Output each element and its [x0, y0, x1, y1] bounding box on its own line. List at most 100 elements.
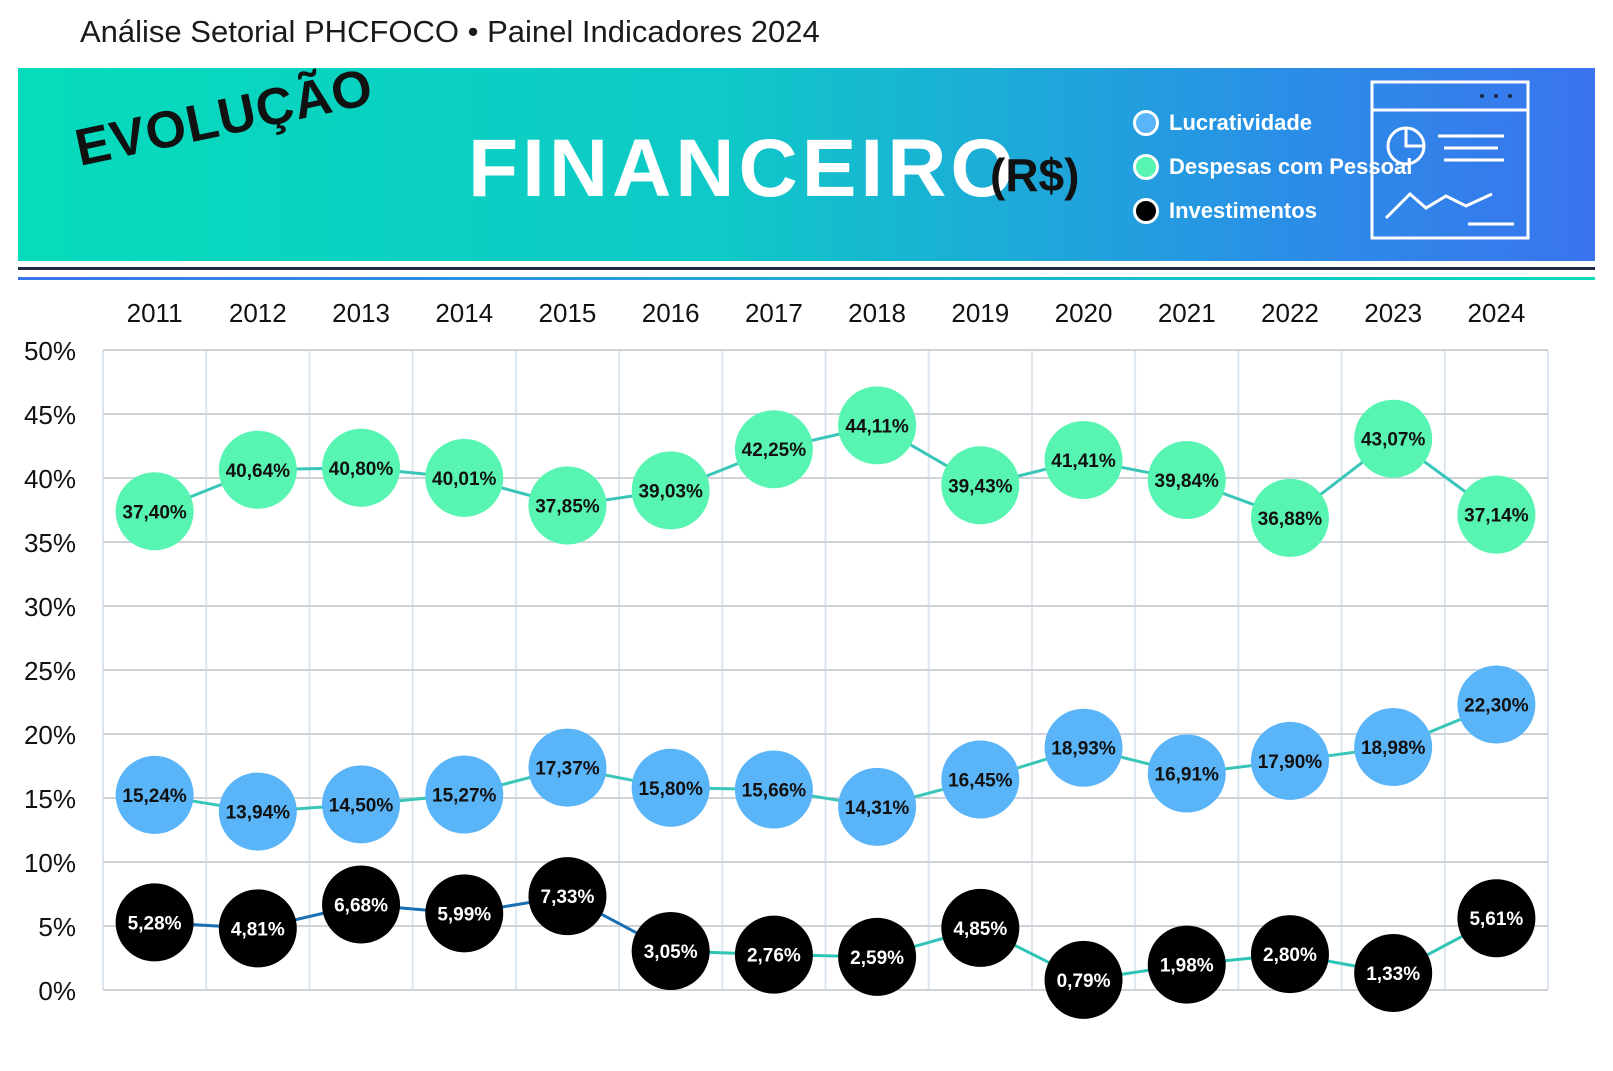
y-tick-label: 10% — [24, 848, 76, 878]
data-point-investimentos — [322, 865, 401, 944]
data-label-investimentos: 7,33% — [541, 887, 595, 908]
x-tick-label: 2014 — [435, 298, 493, 328]
data-point-investimentos — [1354, 933, 1433, 1012]
data-label-despesas: 37,85% — [535, 497, 600, 518]
y-tick-label: 30% — [24, 592, 76, 622]
data-point-lucratividade — [941, 740, 1020, 819]
x-tick-label: 2022 — [1261, 298, 1319, 328]
data-label-lucratividade: 18,98% — [1361, 738, 1426, 759]
data-point-despesas — [1354, 399, 1433, 478]
legend-item-lucratividade: Lucratividade — [1133, 108, 1312, 138]
data-point-investimentos — [1147, 925, 1226, 1004]
data-label-lucratividade: 17,90% — [1258, 752, 1323, 773]
data-label-investimentos: 1,98% — [1160, 956, 1214, 977]
y-tick-label: 25% — [24, 656, 76, 686]
data-point-lucratividade — [322, 765, 401, 844]
data-label-lucratividade: 13,94% — [226, 803, 291, 824]
data-label-despesas: 43,07% — [1361, 430, 1426, 451]
data-point-lucratividade — [1250, 721, 1329, 800]
data-label-lucratividade: 16,91% — [1155, 765, 1220, 786]
data-label-investimentos: 0,79% — [1057, 971, 1111, 992]
x-tick-label: 2011 — [127, 298, 183, 328]
data-point-despesas — [1044, 420, 1123, 499]
legend-label-lucratividade: Lucratividade — [1169, 110, 1313, 135]
x-tick-label: 2024 — [1467, 298, 1525, 328]
data-label-investimentos: 5,28% — [128, 913, 182, 934]
data-point-lucratividade — [1457, 665, 1536, 744]
x-tick-label: 2015 — [539, 298, 597, 328]
data-point-investimentos — [734, 915, 813, 994]
data-label-lucratividade: 18,93% — [1051, 739, 1116, 760]
data-label-despesas: 40,64% — [226, 461, 291, 482]
data-point-despesas — [528, 466, 607, 545]
data-point-despesas — [631, 451, 710, 530]
data-point-despesas — [941, 446, 1020, 525]
data-point-lucratividade — [218, 772, 297, 851]
x-tick-label: 2023 — [1364, 298, 1422, 328]
x-tick-label: 2017 — [745, 298, 803, 328]
data-label-lucratividade: 16,45% — [948, 770, 1013, 791]
data-label-despesas: 37,40% — [122, 502, 187, 523]
data-point-lucratividade — [838, 767, 917, 846]
data-label-investimentos: 5,99% — [437, 904, 491, 925]
data-point-despesas — [838, 386, 917, 465]
data-label-despesas: 36,88% — [1258, 509, 1323, 530]
data-point-lucratividade — [115, 755, 194, 834]
data-label-lucratividade: 17,37% — [535, 759, 600, 780]
data-label-investimentos: 5,61% — [1469, 909, 1523, 930]
y-tick-label: 5% — [38, 912, 76, 942]
data-point-lucratividade — [734, 750, 813, 829]
y-tick-label: 35% — [24, 528, 76, 558]
data-point-despesas — [1147, 441, 1226, 520]
data-point-despesas — [218, 430, 297, 509]
x-tick-label: 2012 — [229, 298, 287, 328]
data-point-despesas — [115, 472, 194, 551]
y-tick-label: 50% — [24, 336, 76, 366]
page-caption: Análise Setorial PHCFOCO • Painel Indica… — [80, 14, 820, 49]
data-label-despesas: 40,01% — [432, 469, 497, 490]
data-point-investimentos — [115, 883, 194, 962]
data-point-investimentos — [528, 857, 607, 936]
data-label-investimentos: 2,80% — [1263, 945, 1317, 966]
data-label-investimentos: 1,33% — [1366, 964, 1420, 985]
data-point-despesas — [734, 410, 813, 489]
data-point-investimentos — [425, 874, 504, 953]
data-label-investimentos: 4,85% — [953, 919, 1007, 940]
data-point-lucratividade — [425, 755, 504, 834]
data-label-despesas: 41,41% — [1051, 451, 1116, 472]
data-label-lucratividade: 14,50% — [329, 795, 394, 816]
banner-title: FINANCEIRO — [468, 123, 1019, 214]
data-point-investimentos — [1044, 940, 1123, 1019]
data-label-despesas: 40,80% — [329, 459, 394, 480]
data-label-lucratividade: 15,24% — [122, 786, 187, 807]
data-point-lucratividade — [1354, 708, 1433, 787]
data-point-investimentos — [218, 889, 297, 968]
divider-gradient — [18, 277, 1595, 280]
dashboard-chart-icon — [1370, 80, 1530, 240]
data-point-despesas — [425, 438, 504, 517]
banner-currency: (R$) — [990, 149, 1080, 201]
data-label-lucratividade: 14,31% — [845, 798, 910, 819]
y-tick-label: 45% — [24, 400, 76, 430]
legend-swatch-despesas — [1133, 154, 1159, 180]
y-tick-label: 0% — [38, 976, 76, 1006]
x-tick-label: 2021 — [1158, 298, 1216, 328]
data-label-investimentos: 2,76% — [747, 946, 801, 967]
data-point-investimentos — [631, 911, 710, 990]
divider-dark — [18, 267, 1595, 270]
data-label-despesas: 44,11% — [845, 416, 908, 437]
data-point-investimentos — [941, 888, 1020, 967]
data-label-investimentos: 2,59% — [850, 948, 904, 969]
data-label-despesas: 39,43% — [948, 476, 1013, 497]
data-point-despesas — [322, 428, 401, 507]
legend-label-investimentos: Investimentos — [1169, 198, 1317, 223]
x-tick-label: 2016 — [642, 298, 700, 328]
data-point-despesas — [1457, 475, 1536, 554]
data-point-lucratividade — [1147, 734, 1226, 813]
x-tick-label: 2018 — [848, 298, 906, 328]
x-tick-label: 2019 — [951, 298, 1009, 328]
x-tick-label: 2020 — [1055, 298, 1113, 328]
data-label-lucratividade: 22,30% — [1464, 696, 1529, 717]
data-label-investimentos: 6,68% — [334, 895, 388, 916]
